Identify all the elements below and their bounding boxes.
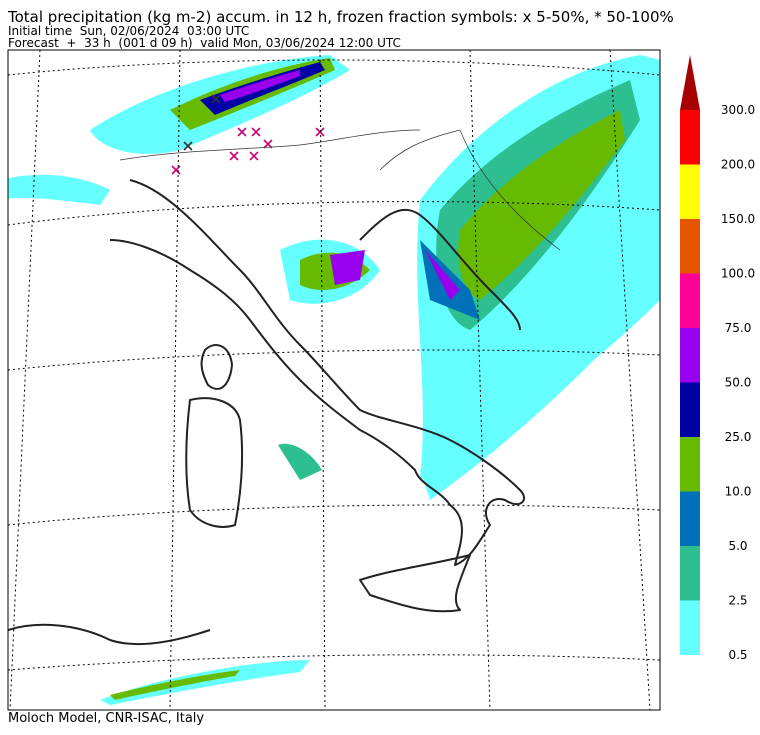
colorbar-segment — [680, 164, 700, 219]
colorbar-label: 0.5 — [728, 648, 747, 662]
precipitation — [8, 55, 660, 705]
colorbar-label: 150.0 — [721, 212, 755, 226]
credit: Moloch Model, CNR-ISAC, Italy — [8, 711, 204, 726]
colorbar-label: 5.0 — [728, 539, 747, 553]
colorbar-extension — [680, 55, 700, 110]
colorbar-label: 200.0 — [721, 158, 755, 172]
colorbar-segment — [680, 546, 700, 601]
initial-time: Initial time Sun, 02/06/2024 03:00 UTC — [8, 24, 249, 38]
colorbar-label: 25.0 — [725, 430, 752, 444]
colorbar-label: 2.5 — [728, 594, 747, 608]
forecast: Forecast + 33 h (001 d 09 h) valid Mon, … — [8, 36, 401, 50]
map — [8, 50, 660, 710]
colorbar-label: 50.0 — [725, 376, 752, 390]
colorbar: 0.5 2.5 5.0 10.0 25.0 50.0 75.0 100.0 150.0 200.0… — [680, 55, 755, 662]
colorbar-segment — [680, 600, 700, 655]
colorbar-segment — [680, 382, 700, 437]
colorbar-segment — [680, 219, 700, 274]
map-frame — [7, 49, 661, 711]
colorbar-segment — [680, 110, 700, 165]
frozen-symbols — [171, 94, 325, 175]
colorbar-segment — [680, 491, 700, 546]
colorbar-segment — [680, 328, 700, 383]
colorbar-label: 75.0 — [725, 321, 752, 335]
colorbar-label: 100.0 — [721, 267, 755, 281]
colorbar-label: 10.0 — [725, 485, 752, 499]
title: Total precipitation (kg m-2) accum. in 1… — [7, 8, 674, 26]
graticule — [8, 50, 660, 710]
colorbar-label: 300.0 — [721, 103, 755, 117]
colorbar-segment — [680, 437, 700, 492]
colorbar-segment — [680, 273, 700, 328]
